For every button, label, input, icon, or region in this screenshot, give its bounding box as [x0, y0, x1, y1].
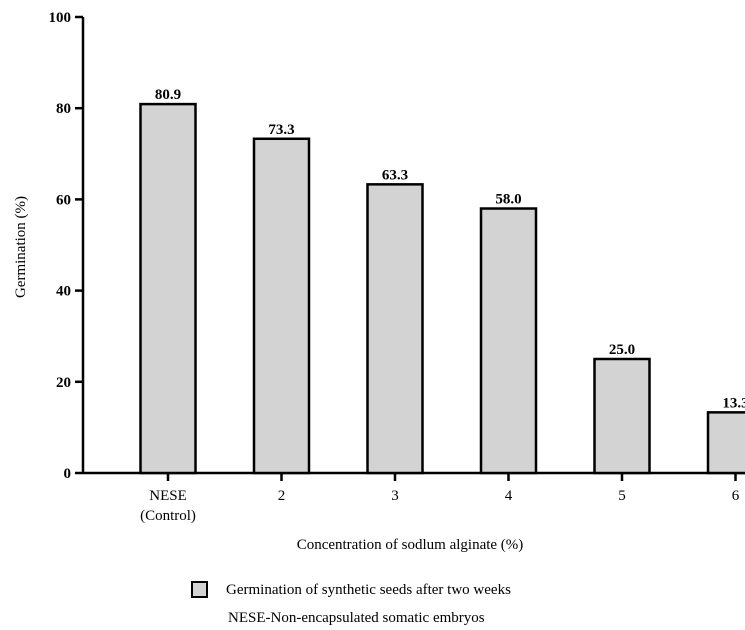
y-axis-title: Germination (%) [13, 196, 29, 298]
x-tick-label: 2 [278, 488, 286, 504]
bar [593, 357, 651, 475]
legend-swatch [191, 581, 208, 598]
legend-note: NESE-Non-encapsulated somatic embryos [228, 610, 485, 626]
y-tick-label: 80 [56, 101, 71, 117]
bar-value-label: 58.0 [495, 192, 521, 208]
x-tick-label: 4 [505, 488, 513, 504]
y-tick-label: 40 [56, 284, 71, 300]
bar-value-label: 13.3 [722, 395, 745, 411]
bar-value-label: 80.9 [155, 87, 181, 103]
bar [366, 183, 424, 475]
x-tick-label: 3 [391, 488, 399, 504]
x-tick-label: 5 [618, 488, 626, 504]
bar-value-label: 73.3 [268, 122, 294, 138]
y-axis: 0 20 40 60 80 100 [49, 10, 85, 482]
bars-group [139, 102, 745, 475]
bar [706, 411, 745, 475]
y-tick-label: 60 [56, 192, 71, 208]
x-tick-label: NESE (Control) [140, 488, 196, 524]
bar-value-label: 25.0 [609, 342, 635, 358]
bar-value-label: 63.3 [382, 167, 408, 183]
bar [139, 102, 197, 475]
bar-value-labels: 80.9 73.3 63.3 58.0 25.0 13.3 [155, 87, 745, 411]
y-tick-label: 20 [56, 375, 71, 391]
y-tick-label: 0 [64, 466, 72, 482]
bar [252, 137, 311, 475]
y-tick-label: 100 [49, 10, 72, 26]
legend-entry: Germination of synthetic seeds after two… [226, 582, 511, 598]
x-axis-title: Concentration of sodlum alginate (%) [297, 537, 524, 553]
x-axis: NESE (Control) 2 3 4 5 6 [83, 471, 745, 524]
x-tick-label: 6 [732, 488, 740, 504]
bar [479, 207, 538, 475]
